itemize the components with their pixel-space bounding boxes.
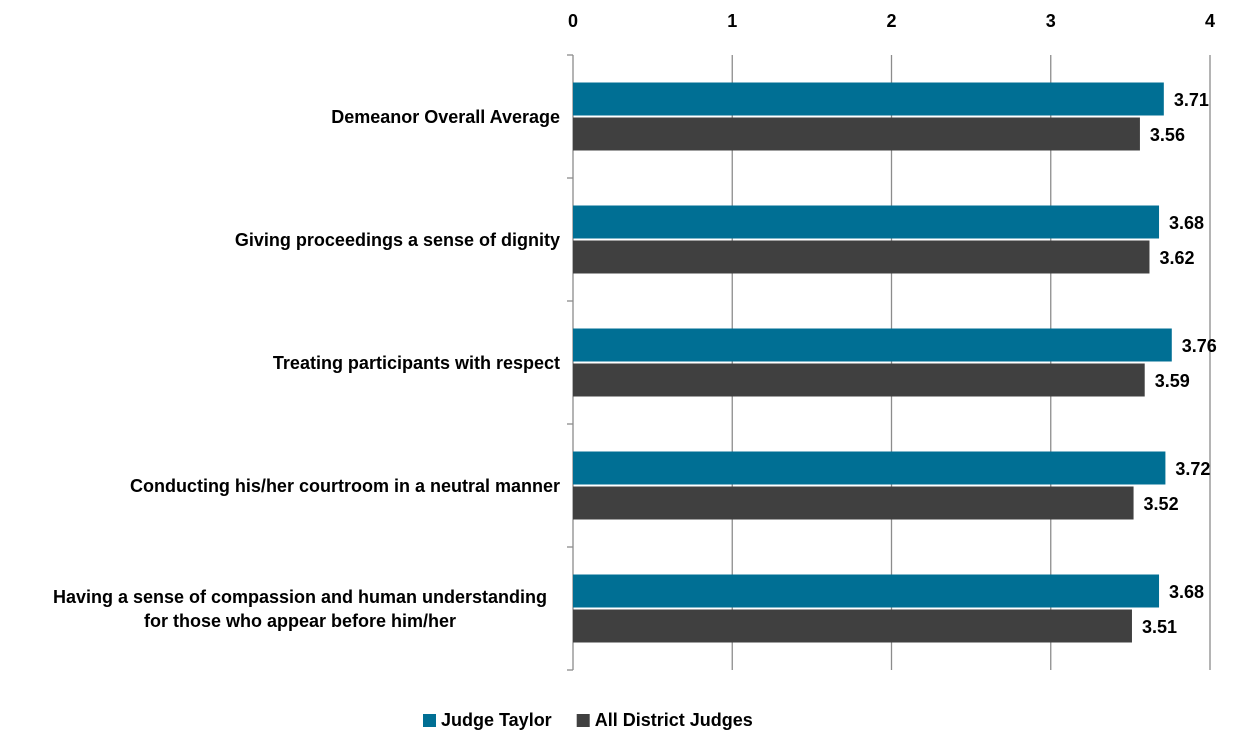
value-label: 3.76 [1182,336,1217,356]
value-label: 3.68 [1169,213,1204,233]
category-label: Treating participants with respect [272,352,560,373]
bar [573,240,1150,274]
bar [573,363,1145,397]
value-label: 3.62 [1159,248,1194,268]
value-label: 3.51 [1142,617,1177,637]
value-label: 3.68 [1169,582,1204,602]
bar [573,82,1164,116]
value-label: 3.56 [1150,125,1185,145]
category-label: Giving proceedings a sense of dignity [234,229,560,250]
bar [573,609,1132,643]
legend-label: Judge Taylor [441,710,552,730]
value-label: 3.71 [1174,90,1209,110]
category-label: Demeanor Overall Average [331,106,560,127]
value-label: 3.59 [1155,371,1190,391]
bar [573,451,1166,485]
bar [573,328,1172,362]
x-tick-label: 0 [568,11,578,31]
value-label: 3.72 [1175,459,1210,479]
legend-label: All District Judges [595,710,753,730]
value-label: 3.52 [1144,494,1179,514]
legend-swatch [423,714,436,727]
category-label: Conducting his/her courtroom in a neutra… [129,475,560,496]
x-tick-label: 2 [886,11,896,31]
category-label: Having a sense of compassion and human u… [52,586,548,631]
bar [573,205,1160,239]
x-tick-label: 3 [1046,11,1056,31]
legend-swatch [576,714,590,727]
x-tick-label: 4 [1205,11,1215,31]
bar [573,117,1140,151]
bar [573,486,1134,520]
bar [573,574,1160,608]
x-tick-label: 1 [727,11,737,31]
